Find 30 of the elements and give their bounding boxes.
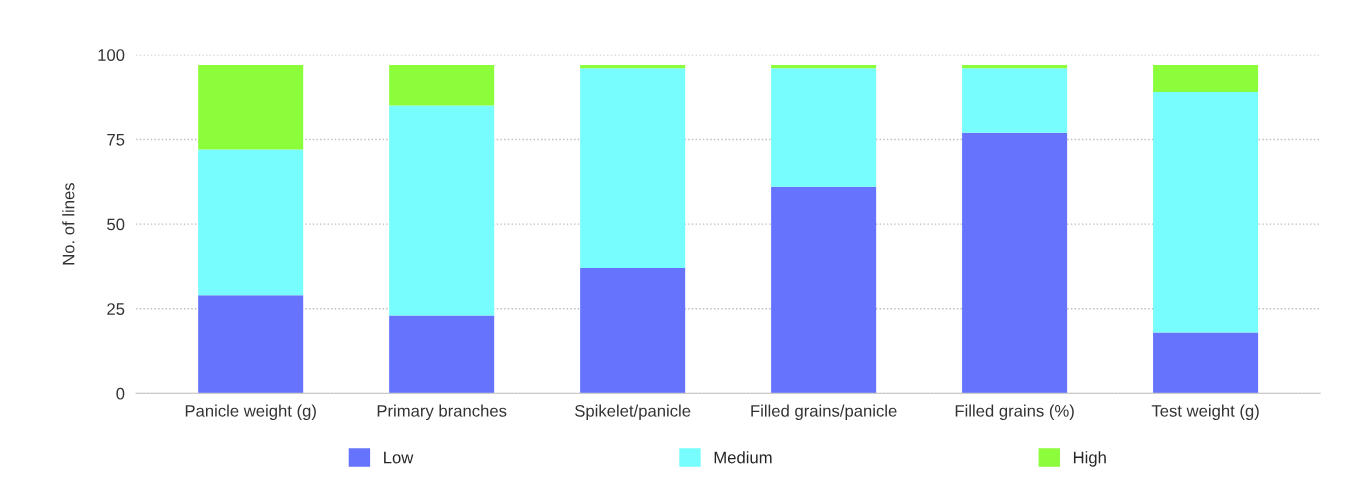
legend-label: Low — [384, 451, 414, 464]
x-tick-label: Spikelet/panicle — [575, 404, 691, 421]
y-tick-label: 100 — [98, 49, 125, 61]
bar — [580, 68, 686, 269]
x-tick-label: Filled grains (%) — [955, 404, 1074, 421]
bar — [962, 68, 1068, 133]
bar — [198, 295, 304, 394]
bar — [389, 64, 495, 106]
y-tick-label: 50 — [107, 218, 125, 231]
bar — [771, 186, 877, 394]
legend-label: High — [1073, 451, 1106, 467]
bar — [580, 268, 686, 394]
y-tick-label: 0 — [116, 387, 125, 400]
bar — [1153, 92, 1259, 333]
legend-label: Medium — [714, 451, 772, 464]
x-tick-label: Test weight (g) — [1151, 404, 1259, 421]
bar — [771, 68, 877, 187]
y-tick-label: 75 — [107, 134, 125, 146]
x-tick-label: Panicle weight (g) — [185, 404, 316, 421]
bar — [198, 64, 304, 150]
y-tick-label: 25 — [107, 303, 125, 315]
x-tick-label: Primary branches — [377, 404, 507, 421]
bar — [1153, 64, 1259, 93]
bar — [962, 132, 1068, 394]
bar — [389, 105, 495, 316]
bar — [198, 149, 304, 296]
y-axis-title: No. of lines — [62, 183, 75, 265]
bar — [389, 315, 495, 394]
x-tick-label: Filled grains/panicle — [751, 404, 897, 421]
bar — [1153, 332, 1259, 394]
